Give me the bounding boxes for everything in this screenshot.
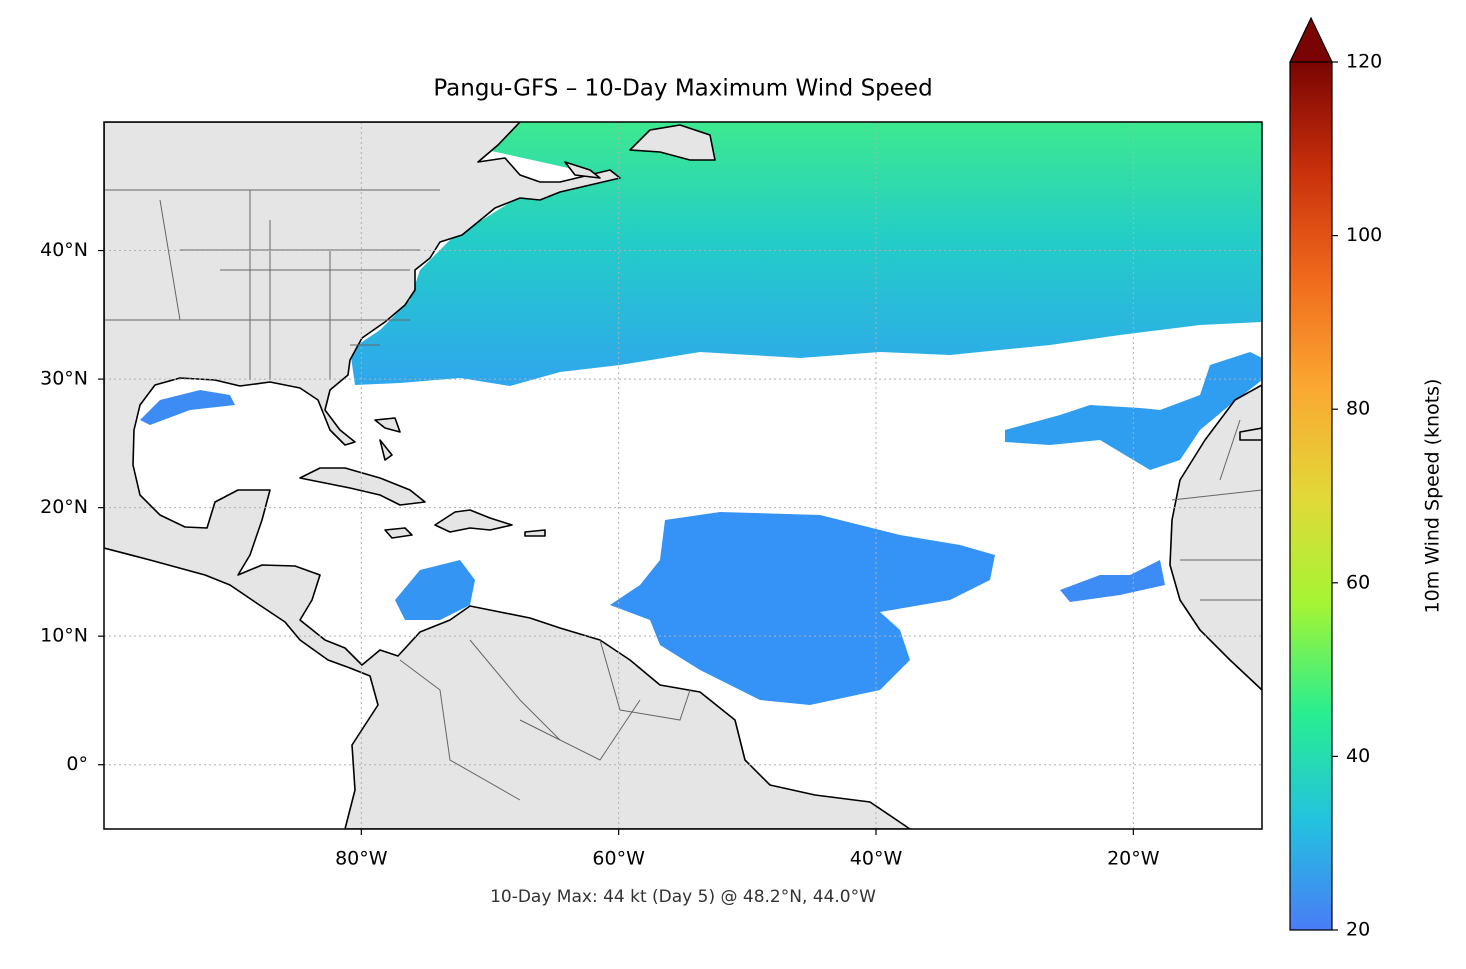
colorbar-frame xyxy=(1289,62,1333,931)
colorbar-tick-label: 40 xyxy=(1346,745,1370,767)
colorbar-tick-label: 80 xyxy=(1346,398,1370,420)
y-tick-label: 30°N xyxy=(40,368,88,390)
colorbar-tick-label: 60 xyxy=(1346,571,1370,593)
x-tick-label: 40°W xyxy=(850,848,903,870)
colorbar-extend xyxy=(1289,16,1333,63)
wind-field xyxy=(140,390,235,425)
grid xyxy=(104,122,1262,829)
land xyxy=(374,417,401,461)
y-tick-label: 10°N xyxy=(40,625,88,647)
land xyxy=(384,527,413,539)
colorbar-tick-label: 20 xyxy=(1346,919,1370,941)
wind-field xyxy=(1005,352,1262,470)
ticks: 80°W 60°W 40°W 20°W 0° 10°N 20°N 30°N 40°N xyxy=(40,239,1160,869)
wind-field xyxy=(610,512,995,705)
x-tick-label: 80°W xyxy=(335,848,388,870)
land xyxy=(104,122,911,829)
land xyxy=(629,124,716,161)
colorbar: 20 40 60 80 100 120 10m Wind Speed (knots) xyxy=(1289,16,1444,941)
y-tick-label: 20°N xyxy=(40,496,88,518)
wind-field xyxy=(1060,560,1165,602)
colorbar-label: 10m Wind Speed (knots) xyxy=(1422,379,1444,614)
land xyxy=(564,161,601,179)
wind-field xyxy=(395,560,475,620)
colorbar-gradient xyxy=(1290,62,1332,930)
colorbar-tick-label: 100 xyxy=(1346,224,1382,246)
border xyxy=(104,189,1262,801)
y-tick-label: 40°N xyxy=(40,239,88,261)
map-frame xyxy=(103,121,1263,830)
chart-title: Pangu-GFS – 10-Day Maximum Wind Speed xyxy=(433,76,932,102)
land xyxy=(1239,427,1262,441)
map-area xyxy=(104,122,1262,829)
land xyxy=(1169,384,1262,691)
x-tick-label: 20°W xyxy=(1107,848,1160,870)
land xyxy=(524,529,546,537)
land xyxy=(299,467,426,506)
colorbar-tick-label: 120 xyxy=(1346,51,1382,73)
land xyxy=(434,509,513,533)
x-tick-label: 60°W xyxy=(592,848,645,870)
annotation: 10-Day Max: 44 kt (Day 5) @ 48.2°N, 44.0… xyxy=(490,887,876,907)
y-tick-label: 0° xyxy=(66,753,88,775)
